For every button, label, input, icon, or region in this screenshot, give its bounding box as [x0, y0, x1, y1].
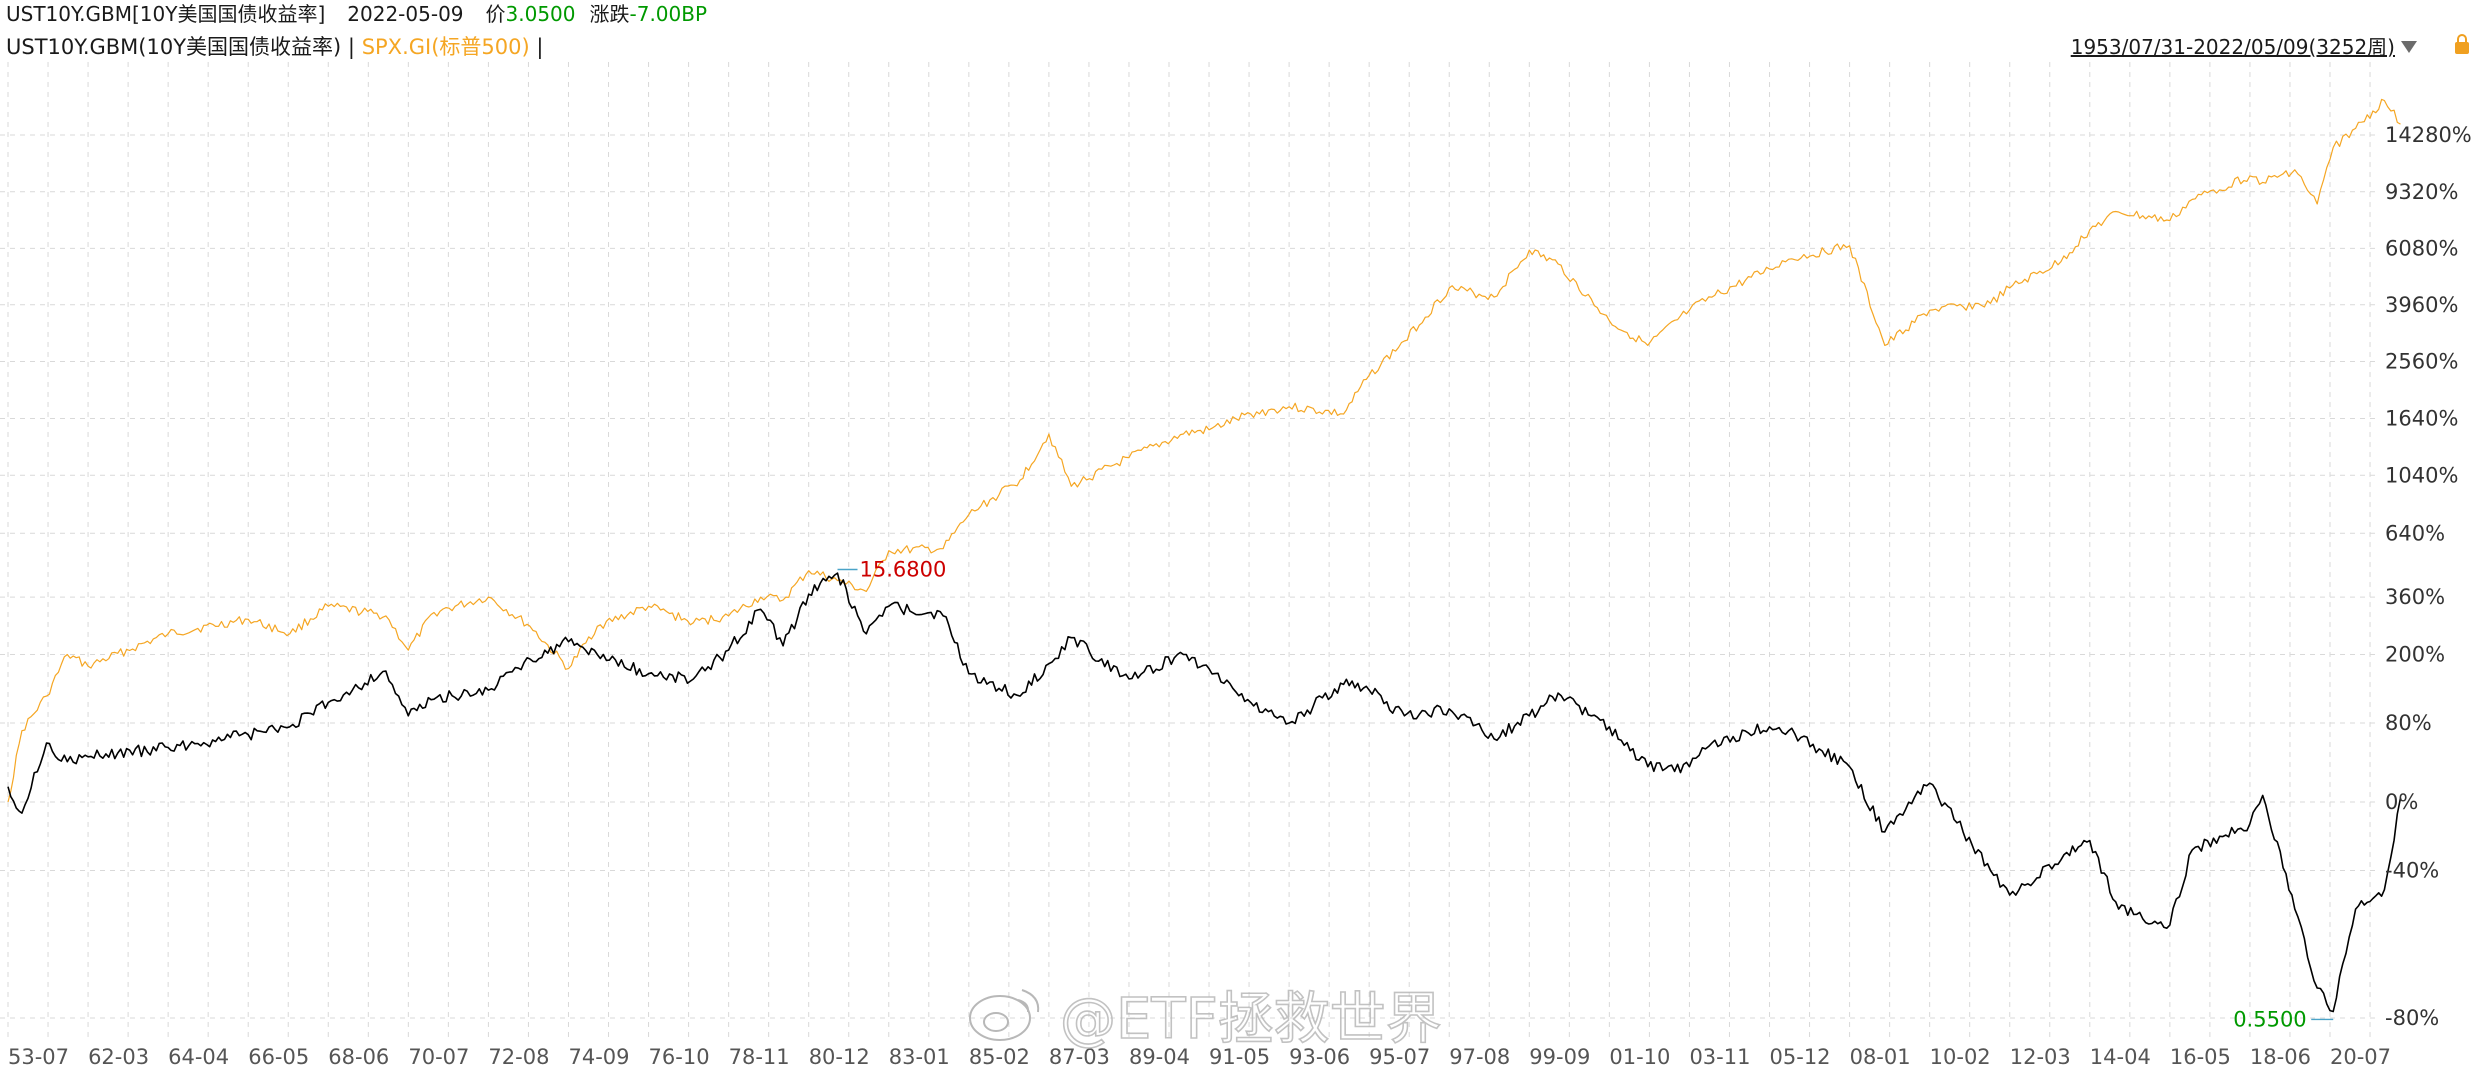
min-label: 0.5500	[2233, 1007, 2306, 1031]
annotations: 15.6800 0.5500	[837, 557, 2334, 1031]
x-tick-label: 70-07	[408, 1045, 469, 1069]
x-tick-label: 74-09	[568, 1045, 629, 1069]
x-tick-label: 01-10	[1609, 1045, 1670, 1069]
y-tick-label: 1640%	[2385, 407, 2458, 431]
y-tick-label: 200%	[2385, 642, 2445, 666]
x-axis: 53-07 62-03 64-04 66-05 68-06 70-07 72-08 74-09…	[8, 1045, 2391, 1069]
x-tick-label: 93-06	[1289, 1045, 1350, 1069]
x-tick-label: 16-05	[2170, 1045, 2231, 1069]
watermark-text: @ETF拯救世界	[1060, 987, 1442, 1052]
x-tick-label: 03-11	[1689, 1045, 1750, 1069]
price-label: 价	[485, 2, 506, 26]
x-tick-label: 99-09	[1529, 1045, 1590, 1069]
min-annotation: 0.5500	[2233, 1007, 2334, 1031]
y-tick-label: 14280%	[2385, 123, 2472, 147]
x-tick-label: 66-05	[248, 1045, 309, 1069]
quote-date: 2022-05-09	[347, 2, 464, 26]
x-tick-label: 72-08	[488, 1045, 549, 1069]
series-layer	[7, 98, 2402, 1013]
y-tick-label: 9320%	[2385, 180, 2458, 204]
x-tick-label: 68-06	[328, 1045, 389, 1069]
grid	[0, 62, 2378, 1040]
max-annotation: 15.6800	[837, 557, 947, 581]
x-tick-label: 08-01	[1850, 1045, 1911, 1069]
y-tick-label: 80%	[2385, 711, 2432, 735]
x-tick-label: 85-02	[969, 1045, 1030, 1069]
x-tick-label: 05-12	[1770, 1045, 1831, 1069]
series-line	[7, 572, 2402, 1013]
legend-separator: |	[347, 35, 355, 59]
y-tick-label: 3960%	[2385, 293, 2458, 317]
change-label: 涨跌	[589, 2, 630, 26]
price-value: 3.0500	[505, 2, 576, 26]
chevron-down-icon[interactable]	[2401, 41, 2417, 53]
x-tick-label: 14-04	[2090, 1045, 2151, 1069]
series-legend: UST10Y.GBM(10Y美国国债收益率) | SPX.GI(标普500) |	[6, 32, 543, 62]
max-label: 15.6800	[860, 557, 947, 581]
x-tick-label: 95-07	[1369, 1045, 1430, 1069]
y-tick-label: -40%	[2385, 859, 2439, 883]
quote-header: UST10Y.GBM[10Y美国国债收益率] 2022-05-09 价3.0500 涨…	[6, 0, 707, 28]
x-tick-label: 78-11	[729, 1045, 790, 1069]
x-tick-label: 62-03	[88, 1045, 149, 1069]
legend-spx[interactable]: SPX.GI(标普500)	[361, 35, 530, 59]
x-tick-label: 53-07	[8, 1045, 69, 1069]
series-line	[7, 98, 2401, 803]
legend-separator: |	[536, 35, 544, 59]
watermark: @ETF拯救世界	[969, 986, 1443, 1053]
date-range-selector[interactable]: 1953/07/31-2022/05/09(3252周)	[2071, 33, 2417, 61]
x-tick-label: 20-07	[2330, 1045, 2391, 1069]
legend-ust10y[interactable]: UST10Y.GBM(10Y美国国债收益率)	[6, 35, 342, 59]
y-tick-label: 1040%	[2385, 463, 2458, 487]
instrument-name: UST10Y.GBM[10Y美国国债收益率]	[6, 2, 326, 26]
y-axis: 14280% 9320% 6080% 3960% 2560% 1640% 1040% 640%…	[2385, 123, 2472, 1030]
x-tick-label: 64-04	[168, 1045, 229, 1069]
change-value: -7.00BP	[629, 2, 708, 26]
x-tick-label: 76-10	[649, 1045, 710, 1069]
x-tick-label: 91-05	[1209, 1045, 1270, 1069]
x-tick-label: 10-02	[1930, 1045, 1991, 1069]
y-tick-label: 0%	[2385, 790, 2418, 814]
weibo-icon	[969, 989, 1040, 1041]
x-tick-label: 18-06	[2250, 1045, 2311, 1069]
y-tick-label: -80%	[2385, 1006, 2439, 1030]
lock-icon[interactable]	[2455, 34, 2469, 54]
x-tick-label: 12-03	[2010, 1045, 2071, 1069]
x-tick-label: 87-03	[1049, 1045, 1110, 1069]
x-tick-label: 83-01	[889, 1045, 950, 1069]
y-tick-label: 360%	[2385, 585, 2445, 609]
y-tick-label: 2560%	[2385, 350, 2458, 374]
y-tick-label: 6080%	[2385, 236, 2458, 260]
x-tick-label: 97-08	[1449, 1045, 1510, 1069]
date-range-label[interactable]: 1953/07/31-2022/05/09(3252周)	[2070, 35, 2395, 59]
x-tick-label: 80-12	[809, 1045, 870, 1069]
y-tick-label: 640%	[2385, 521, 2445, 545]
x-tick-label: 89-04	[1129, 1045, 1190, 1069]
